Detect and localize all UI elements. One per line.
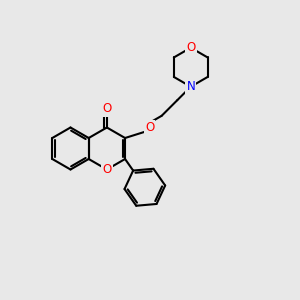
Text: O: O	[186, 41, 195, 54]
Text: O: O	[102, 102, 112, 116]
Text: N: N	[186, 80, 195, 93]
Text: N: N	[186, 80, 195, 93]
Text: O: O	[145, 121, 154, 134]
Text: O: O	[102, 163, 112, 176]
